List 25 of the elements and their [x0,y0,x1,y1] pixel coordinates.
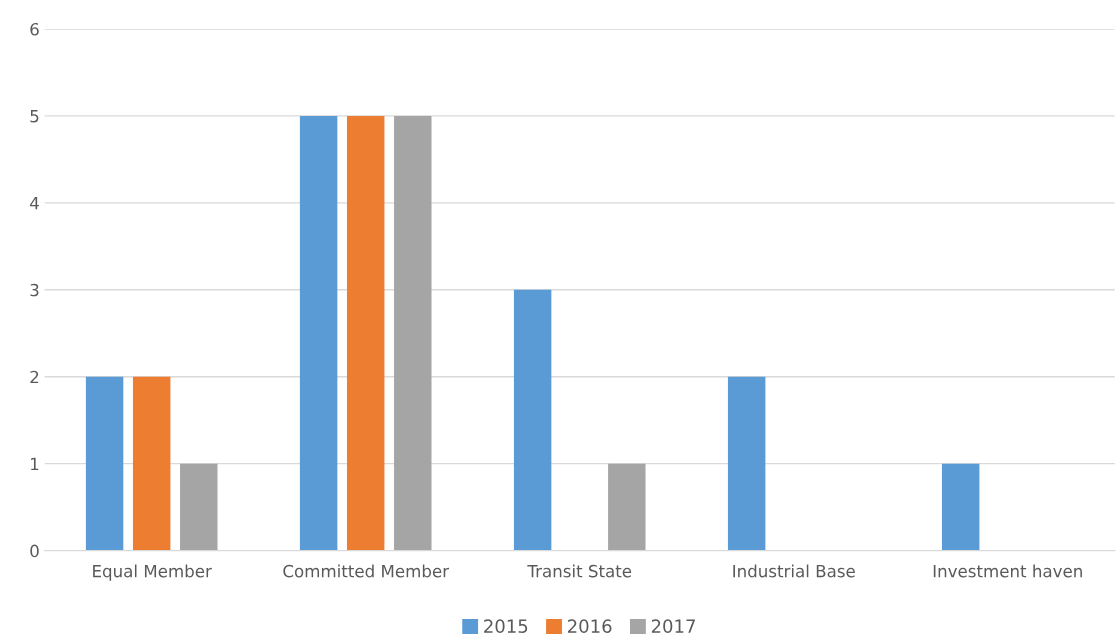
bar [132,376,171,551]
bar [608,463,646,551]
x-tick-label: Transit State [527,564,632,578]
x-tick-label: Committed Member [283,564,450,578]
y-tick-label: 6 [30,22,39,36]
y-tick-label: 5 [30,110,39,123]
legend-label: 2016 [568,619,612,634]
bar [180,463,218,551]
x-tick-label: Equal Member [93,564,212,581]
y-tick-label: 4 [30,197,39,210]
bar [346,115,385,551]
legend-label: 2015 [484,619,528,634]
y-tick-label: 0 [30,544,39,558]
x-tick-label: Investment haven [933,564,1082,578]
bar [727,376,766,551]
bar [941,463,980,551]
bar [513,289,552,551]
bar [85,376,124,551]
y-tick-label: 3 [30,283,39,297]
x-tick-label: Industrial Base [733,564,855,578]
bar [299,115,338,551]
y-tick-label: 2 [30,370,39,384]
y-tick-label: 1 [31,457,39,471]
legend-label: 2017 [651,619,695,634]
bar [394,115,432,551]
